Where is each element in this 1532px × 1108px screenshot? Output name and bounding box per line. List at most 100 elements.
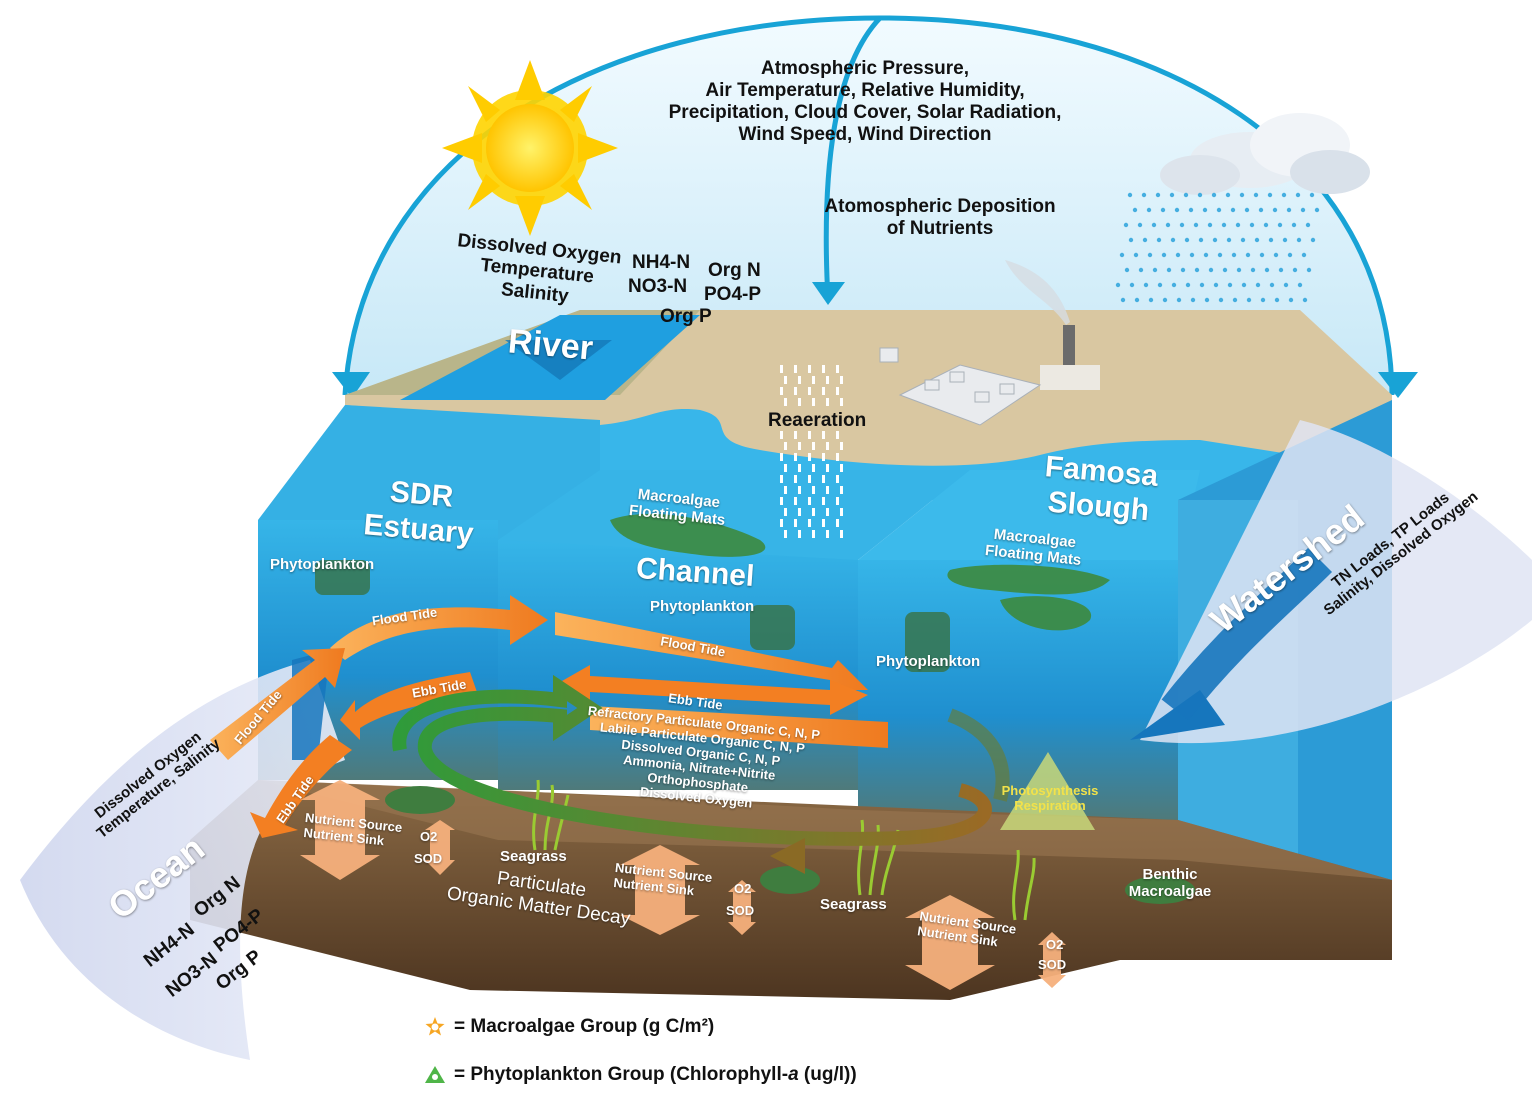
benthic-line-1: Benthic — [1142, 866, 1198, 883]
deposition-label: Atomospheric Deposition of Nutrients — [800, 196, 1080, 240]
rain-drop — [1175, 252, 1181, 258]
rain-drop — [1123, 222, 1129, 228]
reaeration-dash — [808, 497, 811, 505]
rain-drop — [1300, 207, 1306, 213]
rain-drop — [1169, 192, 1175, 198]
reaeration-dash — [836, 519, 839, 527]
rain-drop — [1174, 207, 1180, 213]
legend-phyto-suffix: (ug/l)) — [798, 1064, 857, 1085]
rain-drop — [1185, 282, 1191, 288]
reaeration-dash — [794, 475, 797, 483]
rain-drop — [1199, 282, 1205, 288]
reaeration-dash — [798, 486, 801, 494]
reaeration-dash — [826, 464, 829, 472]
rain-drop — [1197, 192, 1203, 198]
rain-drop — [1207, 222, 1213, 228]
rain-drop — [1160, 207, 1166, 213]
reaeration-dash — [798, 398, 801, 406]
reaeration-dash — [822, 431, 825, 439]
rain-drop — [1310, 237, 1316, 243]
reaeration-dash — [840, 376, 843, 384]
sdr-sod: SOD — [414, 851, 443, 866]
rain-drop — [1297, 282, 1303, 288]
phytoplankton-patches — [315, 560, 950, 672]
phytoplankton-triangle-icon — [425, 1066, 445, 1083]
rain-drop — [1148, 297, 1154, 303]
tide-arrows — [210, 595, 888, 838]
reaeration-dash — [836, 431, 839, 439]
rain-drop — [1156, 237, 1162, 243]
rain-drop — [1255, 282, 1261, 288]
river-no3: NO3-N — [628, 276, 688, 297]
reaeration-dash — [784, 398, 787, 406]
rain-drop — [1268, 237, 1274, 243]
reaeration-dash — [836, 453, 839, 461]
rain-drop — [1253, 192, 1259, 198]
rain-drop — [1213, 282, 1219, 288]
watershed-arrow — [1161, 547, 1333, 721]
deposition-line-2: of Nutrients — [886, 217, 994, 239]
rain-drop — [1296, 237, 1302, 243]
rain-drop — [1176, 297, 1182, 303]
rain-drop — [1227, 282, 1233, 288]
reaeration-dash — [780, 365, 783, 373]
rain-drop — [1151, 222, 1157, 228]
sdr-estuary-label: SDR Estuary — [347, 472, 492, 553]
rain-drop — [1225, 192, 1231, 198]
rain-drop — [1157, 282, 1163, 288]
dome-arrow-left — [332, 372, 370, 398]
factory-icon — [1005, 260, 1100, 390]
rain-drop — [1183, 192, 1189, 198]
channel-o2: O2 — [734, 881, 752, 896]
reaeration-dash — [840, 508, 843, 516]
atmosphere-line-2: Air Temperature, Relative Humidity, — [705, 79, 1025, 101]
famosa-slough-label: Famosa Slough — [1027, 449, 1172, 530]
rain-drop — [1146, 207, 1152, 213]
reaeration-dash — [826, 398, 829, 406]
reaeration-dash — [808, 365, 811, 373]
rain-drop — [1246, 297, 1252, 303]
nutrient-cycle-arrow-head — [770, 838, 805, 874]
rain-drop — [1264, 267, 1270, 273]
famosa-block-top — [858, 470, 1200, 560]
reaeration-dash — [794, 387, 797, 395]
seagrass-label-1: Seagrass — [500, 848, 567, 865]
reaeration-dash — [822, 475, 825, 483]
reaeration-dash — [812, 486, 815, 494]
rain-drop — [1202, 207, 1208, 213]
reaeration-marks — [780, 365, 843, 538]
rain-drop — [1278, 267, 1284, 273]
rain-drop — [1170, 237, 1176, 243]
rain-drop — [1204, 297, 1210, 303]
river-nh4: NH4-N — [632, 252, 691, 273]
rain-drop — [1263, 222, 1269, 228]
reaeration-dash — [784, 486, 787, 494]
rain-drop — [1244, 207, 1250, 213]
rain-drop — [1203, 252, 1209, 258]
reaeration-dash — [798, 376, 801, 384]
deposition-arrow-line — [823, 16, 882, 301]
rain-drop — [1221, 222, 1227, 228]
sediment-exchange-arrows — [300, 780, 1066, 990]
reaeration-dash — [822, 453, 825, 461]
rain-drop — [1198, 237, 1204, 243]
rain-drop — [1239, 192, 1245, 198]
rain-drop — [1302, 297, 1308, 303]
reaeration-dash — [784, 530, 787, 538]
rain-drop — [1286, 207, 1292, 213]
reaeration-dash — [794, 453, 797, 461]
rain-drop — [1258, 207, 1264, 213]
rain-drop — [1155, 192, 1161, 198]
rain-drop — [1134, 297, 1140, 303]
reaeration-dash — [812, 530, 815, 538]
rain-drop — [1281, 192, 1287, 198]
rain-drop — [1291, 222, 1297, 228]
reaeration-dash — [840, 464, 843, 472]
rain-drop — [1236, 267, 1242, 273]
reaeration-dash — [826, 442, 829, 450]
rain-drop — [1208, 267, 1214, 273]
rain-drop — [1193, 222, 1199, 228]
rain-drop — [1179, 222, 1185, 228]
rain-drop — [1282, 237, 1288, 243]
reaeration-dash — [794, 497, 797, 505]
